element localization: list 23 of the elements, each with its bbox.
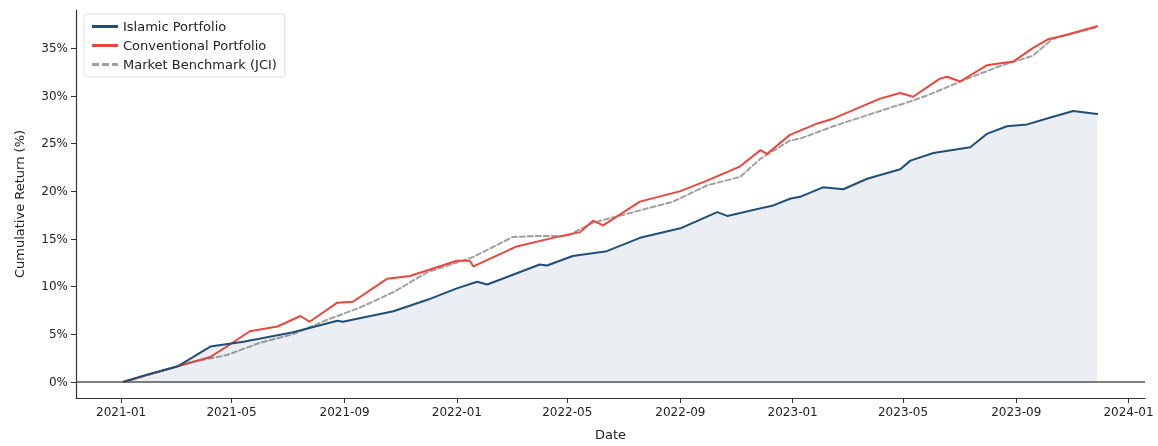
legend-label: Islamic Portfolio <box>123 19 227 34</box>
x-tick-label: 2023-05 <box>877 405 929 419</box>
x-tick-label: 2024-01 <box>1103 405 1154 419</box>
x-axis-title: Date <box>594 427 627 442</box>
y-tick-label: 15% <box>41 231 68 246</box>
x-tick-label: 2021-05 <box>206 405 257 419</box>
x-tick-label: 2023-09 <box>991 405 1042 419</box>
y-tick-label: 10% <box>41 279 68 294</box>
x-tick-label: 2022-09 <box>655 405 706 419</box>
x-tick-label: 2022-01 <box>431 405 482 419</box>
y-tick-label: 35% <box>41 41 68 56</box>
y-tick-label: 5% <box>48 327 68 342</box>
y-tick-label: 0% <box>48 374 68 389</box>
y-tick-label: 20% <box>41 184 68 199</box>
x-tick-label: 2022-05 <box>542 405 593 419</box>
legend-label: Conventional Portfolio <box>123 38 267 53</box>
x-tick-label: 2021-01 <box>96 405 147 419</box>
x-tick-label: 2023-01 <box>767 405 818 419</box>
y-axis-title: Cumulative Return (%) <box>12 129 27 279</box>
y-tick-label: 30% <box>41 88 68 103</box>
legend-label: Market Benchmark (JCI) <box>123 57 277 72</box>
x-tick-label: 2021-09 <box>319 405 370 419</box>
y-tick-label: 25% <box>41 136 68 151</box>
